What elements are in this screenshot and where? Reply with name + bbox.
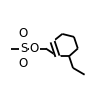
Text: O: O (19, 57, 28, 70)
Text: S: S (20, 42, 27, 55)
Text: O: O (30, 42, 39, 55)
Text: O: O (19, 27, 28, 40)
